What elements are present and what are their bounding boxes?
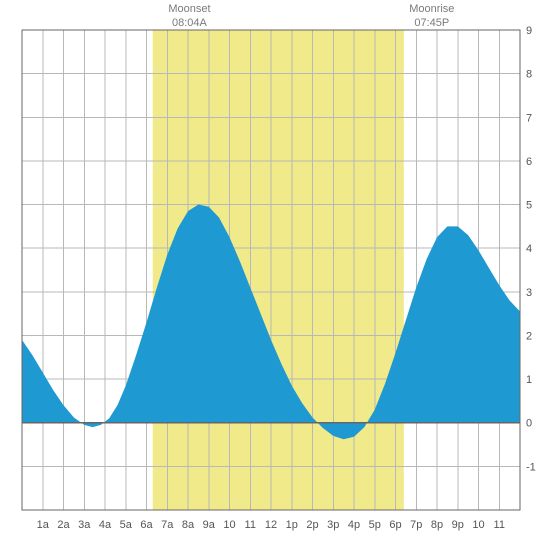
x-tick-label: 10 — [472, 519, 484, 531]
chart-canvas: -101234567891a2a3a4a5a6a7a8a9a1011121p2p… — [0, 0, 550, 550]
x-tick-label: 6p — [389, 519, 401, 531]
y-tick-label: 8 — [526, 69, 532, 81]
x-tick-label: 3p — [327, 519, 339, 531]
x-tick-label: 2a — [57, 519, 70, 531]
x-tick-label: 7a — [161, 519, 174, 531]
moonset-title: Moonset — [159, 2, 219, 16]
x-tick-label: 9p — [452, 519, 464, 531]
y-tick-label: 5 — [526, 200, 532, 212]
x-tick-label: 4p — [348, 519, 360, 531]
x-tick-label: 5a — [120, 519, 133, 531]
y-tick-label: 7 — [526, 112, 532, 124]
y-tick-label: 2 — [526, 330, 532, 342]
x-tick-label: 11 — [245, 519, 256, 531]
tide-chart: -101234567891a2a3a4a5a6a7a8a9a1011121p2p… — [0, 0, 550, 550]
y-tick-label: 0 — [526, 418, 532, 430]
y-tick-label: 3 — [526, 287, 532, 299]
x-tick-label: 4a — [99, 519, 112, 531]
moonset-time: 08:04A — [159, 16, 219, 30]
x-tick-label: 6a — [140, 519, 153, 531]
moonrise-annotation: Moonrise07:45P — [402, 2, 462, 31]
x-tick-label: 5p — [369, 519, 381, 531]
x-tick-label: 3a — [78, 519, 91, 531]
y-tick-label: 6 — [526, 156, 532, 168]
moonrise-title: Moonrise — [402, 2, 462, 16]
x-tick-label: 8p — [431, 519, 443, 531]
x-tick-label: 10 — [223, 519, 235, 531]
y-tick-label: 9 — [526, 25, 532, 37]
y-tick-label: 1 — [526, 374, 532, 386]
y-tick-label: -1 — [526, 461, 536, 473]
moonset-annotation: Moonset08:04A — [159, 2, 219, 31]
y-tick-label: 4 — [526, 243, 532, 255]
x-tick-label: 2p — [306, 519, 318, 531]
x-tick-label: 1a — [37, 519, 50, 531]
x-tick-label: 8a — [182, 519, 195, 531]
x-tick-label: 12 — [265, 519, 277, 531]
x-tick-label: 9a — [203, 519, 216, 531]
x-tick-label: 7p — [410, 519, 422, 531]
x-tick-label: 1p — [286, 519, 298, 531]
moonrise-time: 07:45P — [402, 16, 462, 30]
x-tick-label: 11 — [494, 519, 505, 531]
